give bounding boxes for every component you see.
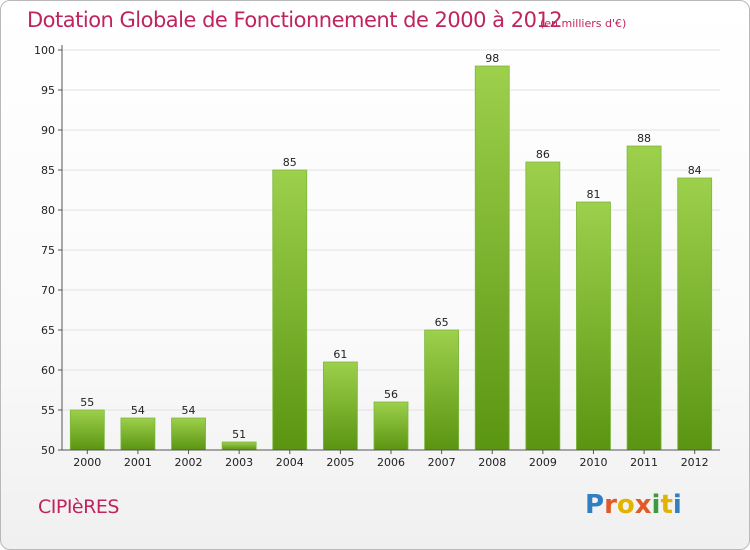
y-tick-label: 70 (41, 284, 55, 297)
bars: 55 54 54 51 85 61 56 65 98 86 81 88 84 (69, 52, 713, 451)
x-tick-label: 2005 (326, 456, 354, 469)
x-tick-label: 2001 (124, 456, 152, 469)
bar-2006[interactable] (373, 401, 409, 451)
bar-2010[interactable] (576, 201, 611, 451)
value-label: 51 (232, 428, 246, 441)
y-tick-label: 85 (41, 164, 55, 177)
bar-2001[interactable] (120, 417, 156, 451)
axes: 50 55 60 65 70 75 80 85 90 95 100 2000 2001 2002 2003 2… (34, 44, 720, 469)
x-tick-label: 2006 (377, 456, 405, 469)
x-tick-label: 2002 (175, 456, 203, 469)
x-tick-label: 2012 (681, 456, 709, 469)
x-tick-label: 2011 (630, 456, 658, 469)
bar-2012[interactable] (677, 177, 713, 451)
value-label: 85 (283, 156, 297, 169)
chart-subtitle: (en milliers d'€) (540, 17, 627, 30)
bar-2008[interactable] (474, 65, 510, 451)
y-tick-label: 50 (41, 444, 55, 457)
x-tick-label: 2003 (225, 456, 253, 469)
x-tick-label: 2008 (478, 456, 506, 469)
chart-title: Dotation Globale de Fonctionnement de 20… (27, 8, 563, 32)
value-label: 61 (333, 348, 347, 361)
value-label: 54 (182, 404, 196, 417)
y-tick-label: 55 (41, 404, 55, 417)
value-label: 54 (131, 404, 145, 417)
value-label: 81 (586, 188, 600, 201)
bar-2007[interactable] (424, 329, 460, 451)
y-tick-label: 95 (41, 84, 55, 97)
y-tick-label: 65 (41, 324, 55, 337)
y-tick-label: 60 (41, 364, 55, 377)
x-tick-label: 2007 (428, 456, 456, 469)
y-tick-label: 90 (41, 124, 55, 137)
proxiti-logo[interactable]: Proxiti (585, 490, 682, 520)
grid-lines (62, 49, 720, 411)
bar-2000[interactable] (69, 409, 105, 451)
value-label: 65 (435, 316, 449, 329)
bar-2002[interactable] (171, 417, 206, 451)
value-label: 98 (485, 52, 499, 65)
x-tick-label: 2004 (276, 456, 304, 469)
bar-2003[interactable] (221, 441, 257, 451)
bar-2009[interactable] (525, 161, 561, 451)
value-label: 84 (688, 164, 702, 177)
value-label: 88 (637, 132, 651, 145)
value-label: 86 (536, 148, 550, 161)
x-tick-label: 2000 (73, 456, 101, 469)
commune-name: CIPIèRES (38, 496, 119, 518)
x-tick-label: 2010 (579, 456, 607, 469)
bar-2011[interactable] (626, 145, 662, 451)
value-label: 56 (384, 388, 398, 401)
x-tick-label: 2009 (529, 456, 557, 469)
y-tick-label: 100 (34, 44, 55, 57)
y-tick-label: 75 (41, 244, 55, 257)
y-tick-label: 80 (41, 204, 55, 217)
bar-2004[interactable] (272, 169, 308, 451)
bar-2005[interactable] (322, 361, 358, 451)
value-label: 55 (80, 396, 94, 409)
